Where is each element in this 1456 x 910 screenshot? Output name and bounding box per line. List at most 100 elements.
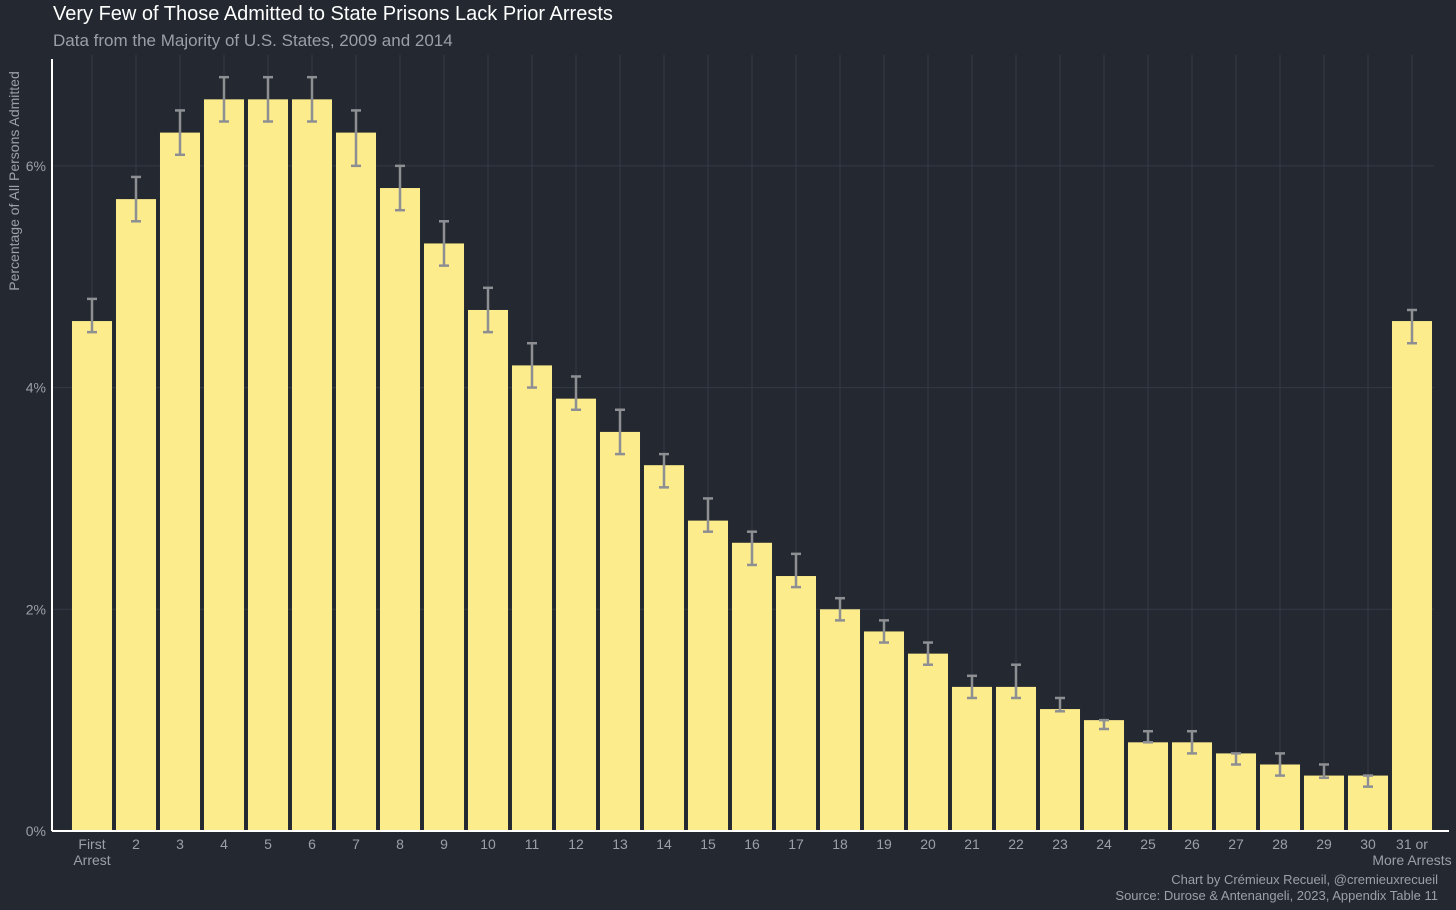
error-bar: [747, 530, 757, 567]
y-tick-label: 0%: [26, 823, 46, 839]
bar: [555, 398, 597, 831]
error-bar: [835, 596, 845, 622]
x-tick-label-line: 26: [1184, 836, 1200, 852]
x-tick-label: 24: [1096, 836, 1112, 852]
x-tick-label: 15: [700, 836, 716, 852]
x-tick-label-line: 13: [612, 836, 628, 852]
x-tick-label: 29: [1316, 836, 1332, 852]
x-tick-label-line: 28: [1272, 836, 1288, 852]
x-tick-label: 6: [308, 836, 316, 852]
x-tick-label: 8: [396, 836, 404, 852]
bar: [115, 199, 157, 832]
bar: [203, 99, 245, 832]
x-tick-label-line: 25: [1140, 836, 1156, 852]
error-bar: [1187, 729, 1197, 755]
bar: [1171, 742, 1213, 831]
chart-subtitle: Data from the Majority of U.S. States, 2…: [53, 31, 453, 50]
error-bar: [923, 641, 933, 666]
x-tick-label-line: Arrest: [73, 852, 110, 868]
x-tick-label-line: 5: [264, 836, 272, 852]
x-tick-label-line: 30: [1360, 836, 1376, 852]
error-bar: [395, 164, 405, 212]
y-tick-labels: 0% 2% 4% 6%: [26, 158, 46, 839]
x-tick-label: 26: [1184, 836, 1200, 852]
x-tick-label: 7: [352, 836, 360, 852]
bar: [599, 431, 641, 831]
bar: [995, 686, 1037, 831]
x-tick-label: First Arrest: [73, 836, 110, 868]
error-bar: [1055, 696, 1065, 713]
bar: [731, 542, 773, 831]
error-bar: [571, 375, 581, 411]
x-tick-label: 4: [220, 836, 228, 852]
x-tick-label-line: 15: [700, 836, 716, 852]
x-tick-label: 17: [788, 836, 804, 852]
x-tick-label-line: 7: [352, 836, 360, 852]
error-bar: [1011, 663, 1021, 700]
bar: [511, 365, 553, 831]
x-tick-label-line: 17: [788, 836, 804, 852]
error-bar: [1143, 729, 1153, 744]
x-tick-label: 9: [440, 836, 448, 852]
x-tick-label-line: 20: [920, 836, 936, 852]
x-tick-label-line: 3: [176, 836, 184, 852]
error-bar: [1407, 308, 1417, 345]
error-bar: [791, 552, 801, 589]
x-tick-label-line: 18: [832, 836, 848, 852]
axes: [51, 59, 1449, 832]
bar: [687, 520, 729, 831]
caption-source: Source: Durose & Antenangeli, 2023, Appe…: [1115, 888, 1438, 903]
error-bars: [87, 75, 1417, 788]
error-bar: [483, 286, 493, 334]
x-tick-label-line: 23: [1052, 836, 1068, 852]
x-tick-label: 10: [480, 836, 496, 852]
bar: [1215, 753, 1257, 831]
x-tick-label: 27: [1228, 836, 1244, 852]
error-bar: [879, 619, 889, 644]
x-tick-label: 22: [1008, 836, 1024, 852]
x-tick-label-line: 12: [568, 836, 584, 852]
x-tick-label-line: 27: [1228, 836, 1244, 852]
x-tick-label-line: 4: [220, 836, 228, 852]
caption-credit: Chart by Crémieux Recueil, @cremieuxrecu…: [1171, 872, 1438, 887]
bar: [1039, 709, 1081, 831]
y-tick-label: 6%: [26, 158, 46, 174]
error-bar: [615, 408, 625, 456]
bar: [775, 576, 817, 831]
x-tick-label-line: 10: [480, 836, 496, 852]
x-tick-label-line: 11: [525, 836, 540, 852]
x-tick-label-line: 19: [876, 836, 892, 852]
error-bar: [967, 674, 977, 700]
x-tick-label: 28: [1272, 836, 1288, 852]
error-bar: [1319, 763, 1329, 780]
x-tick-label-line: 29: [1316, 836, 1332, 852]
x-tick-label-line: 21: [964, 836, 980, 852]
bars: [71, 99, 1433, 832]
x-tick-label: 14: [656, 836, 672, 852]
error-bar: [1363, 774, 1373, 788]
bar: [863, 631, 905, 831]
bar: [643, 465, 685, 831]
error-bar: [703, 497, 713, 533]
bar: [291, 99, 333, 832]
bar: [907, 653, 949, 831]
bar: [159, 132, 201, 832]
x-tick-label-line: 24: [1096, 836, 1112, 852]
x-tick-label: 13: [612, 836, 628, 852]
x-tick-label-line: 6: [308, 836, 316, 852]
bar: [1303, 775, 1345, 831]
error-bar: [87, 297, 97, 334]
error-bar: [1275, 752, 1285, 777]
bar: [379, 188, 421, 831]
x-tick-label: 5: [264, 836, 272, 852]
x-tick-label: 2: [132, 836, 140, 852]
x-tick-label: 3: [176, 836, 184, 852]
error-bar: [175, 109, 185, 157]
x-tick-label-line: First: [78, 836, 105, 852]
x-tick-label: 20: [920, 836, 936, 852]
x-tick-label-line: More Arrests: [1372, 852, 1451, 868]
x-tick-label: 30: [1360, 836, 1376, 852]
bar: [1127, 742, 1169, 831]
